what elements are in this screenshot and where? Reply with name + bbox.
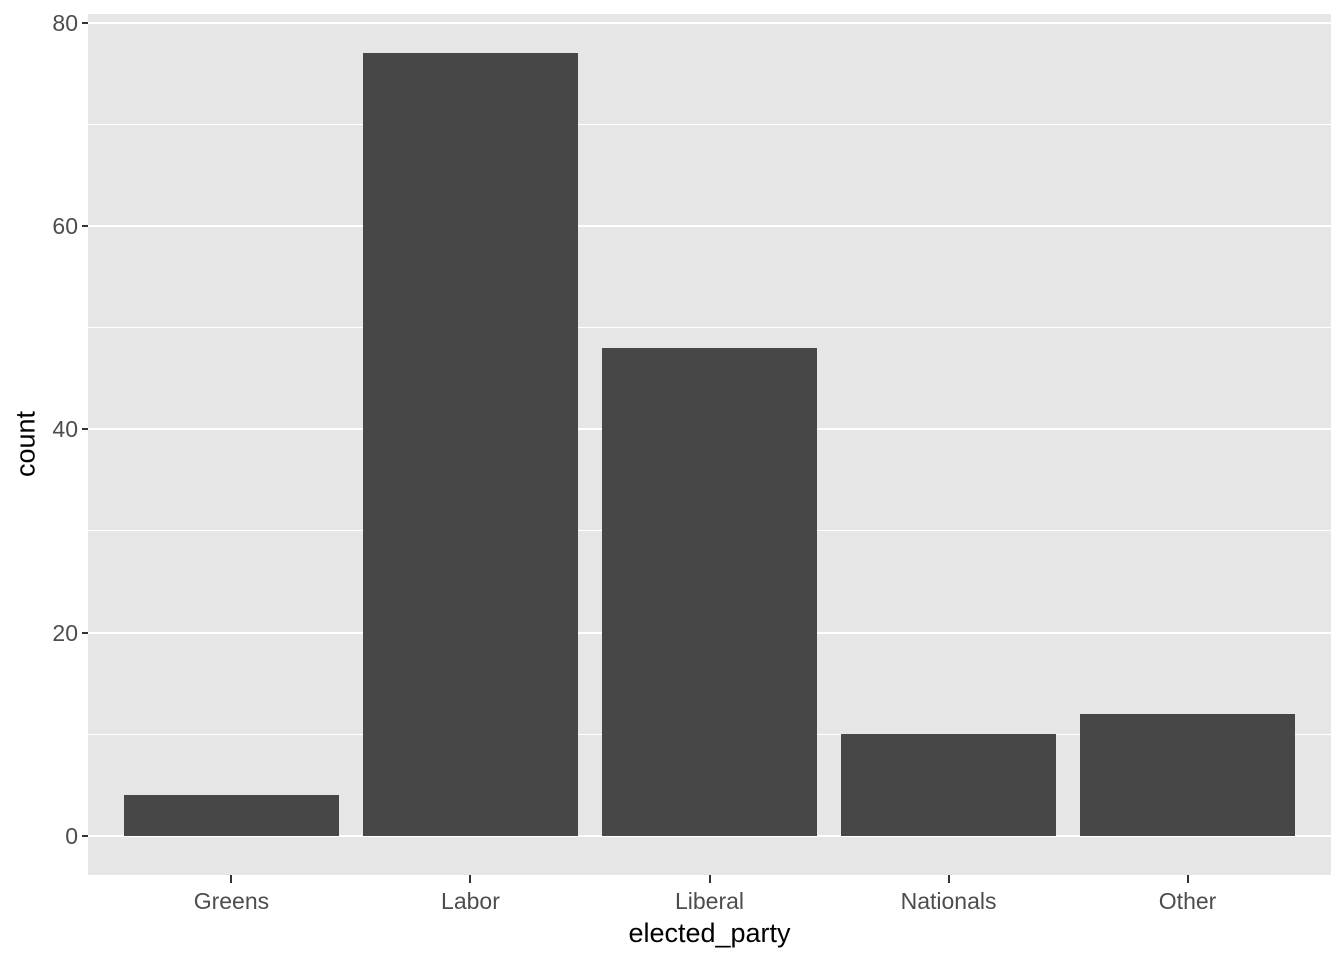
y-tick-mark-40 — [82, 428, 88, 431]
y-tick-mark-20 — [82, 631, 88, 634]
bar-nationals — [840, 734, 1057, 836]
gridline-major-0 — [88, 834, 1331, 837]
x-tick-mark-greens — [230, 875, 233, 883]
plot-panel — [88, 14, 1331, 875]
x-tick-label-labor: Labor — [441, 888, 500, 914]
bar-liberal — [601, 347, 818, 836]
x-tick-mark-liberal — [708, 875, 711, 883]
y-tick-label-80: 80 — [52, 9, 78, 36]
y-tick-mark-0 — [82, 834, 88, 837]
x-tick-label-nationals: Nationals — [900, 888, 997, 914]
bar-labor — [362, 53, 579, 836]
y-tick-label-60: 60 — [52, 212, 78, 239]
x-tick-label-greens: Greens — [193, 888, 270, 914]
bar-greens — [123, 795, 339, 836]
x-tick-label-liberal: Liberal — [674, 888, 745, 914]
y-tick-mark-80 — [82, 21, 88, 24]
gridline-minor-70 — [88, 123, 1331, 125]
x-tick-mark-nationals — [947, 875, 950, 883]
gridline-minor-50 — [88, 327, 1331, 329]
y-axis-title-text: count — [10, 410, 41, 478]
y-tick-mark-60 — [82, 224, 88, 227]
x-tick-mark-other — [1186, 875, 1189, 883]
y-tick-label-40: 40 — [52, 416, 78, 443]
gridline-major-60 — [88, 224, 1331, 227]
gridline-major-80 — [88, 21, 1331, 24]
bar-other — [1080, 713, 1296, 836]
x-tick-label-other: Other — [1158, 888, 1217, 914]
y-tick-label-0: 0 — [65, 822, 78, 849]
x-axis-title: elected_party — [628, 918, 791, 948]
y-tick-label-20: 20 — [52, 619, 78, 646]
x-tick-mark-labor — [469, 875, 472, 883]
